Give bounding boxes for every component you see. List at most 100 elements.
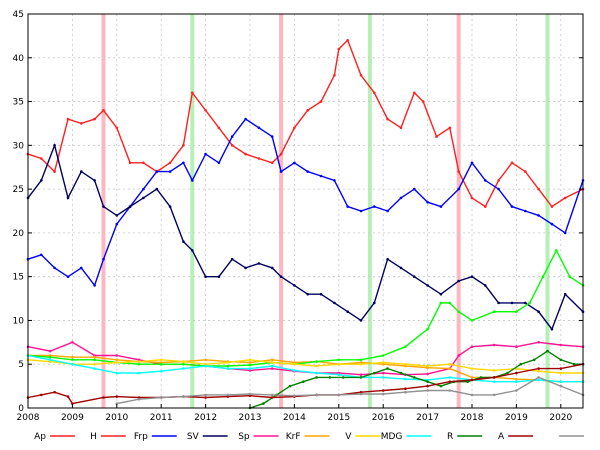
data-point bbox=[182, 144, 185, 147]
data-point bbox=[492, 343, 496, 347]
data-point bbox=[359, 392, 363, 396]
data-point bbox=[359, 373, 363, 377]
data-point bbox=[279, 275, 283, 279]
data-point bbox=[80, 122, 83, 125]
data-point bbox=[524, 209, 527, 213]
data-point bbox=[80, 170, 83, 173]
data-point bbox=[404, 377, 407, 381]
data-point bbox=[341, 376, 345, 379]
series-line-other bbox=[116, 376, 584, 405]
data-point bbox=[399, 371, 403, 375]
election-bands bbox=[101, 14, 550, 408]
data-point bbox=[93, 284, 96, 287]
data-point bbox=[413, 376, 416, 379]
data-point bbox=[413, 275, 416, 279]
data-point bbox=[137, 360, 141, 363]
data-point bbox=[48, 355, 52, 359]
data-point bbox=[381, 376, 385, 379]
data-point bbox=[53, 266, 56, 270]
data-point bbox=[270, 161, 274, 165]
data-point bbox=[137, 397, 141, 401]
data-point bbox=[48, 349, 52, 353]
data-point bbox=[71, 355, 74, 359]
data-point bbox=[40, 157, 43, 160]
data-point bbox=[563, 196, 567, 200]
data-point bbox=[426, 372, 429, 376]
data-point bbox=[359, 376, 363, 379]
data-point bbox=[257, 126, 261, 130]
data-point bbox=[168, 161, 172, 165]
data-point bbox=[359, 209, 363, 213]
data-point bbox=[421, 100, 425, 103]
data-point bbox=[40, 393, 43, 397]
legend-label: A bbox=[498, 432, 505, 442]
data-point bbox=[137, 358, 141, 362]
y-tick-label: 20 bbox=[13, 229, 25, 239]
data-point bbox=[293, 362, 296, 366]
y-tick-label: 5 bbox=[18, 360, 24, 370]
data-point bbox=[230, 257, 234, 261]
data-point bbox=[204, 275, 207, 279]
data-point bbox=[53, 144, 56, 147]
x-tick-label: 2009 bbox=[61, 413, 84, 423]
data-point bbox=[306, 170, 310, 173]
data-point bbox=[537, 378, 540, 382]
data-point bbox=[381, 392, 385, 396]
x-tick-label: 2008 bbox=[17, 413, 40, 423]
data-point bbox=[270, 393, 274, 397]
data-point bbox=[270, 367, 274, 370]
data-point bbox=[532, 358, 536, 362]
data-point bbox=[470, 345, 474, 349]
data-point bbox=[226, 364, 230, 368]
x-tick-label: 2015 bbox=[327, 413, 350, 423]
legend-label: Ap bbox=[34, 432, 46, 442]
data-point bbox=[506, 371, 509, 375]
data-point bbox=[270, 135, 274, 138]
data-point bbox=[426, 284, 429, 287]
data-point bbox=[306, 109, 310, 112]
data-point bbox=[71, 362, 74, 366]
data-point bbox=[537, 376, 540, 379]
data-point bbox=[66, 395, 70, 398]
data-point bbox=[386, 117, 389, 121]
data-point bbox=[426, 364, 429, 368]
y-tick-label: 40 bbox=[13, 54, 25, 64]
data-point bbox=[413, 91, 416, 95]
data-point bbox=[159, 362, 163, 366]
data-point bbox=[470, 161, 474, 165]
legend-label: Sp bbox=[238, 432, 250, 442]
y-tick-label: 35 bbox=[13, 98, 24, 108]
data-point bbox=[386, 367, 389, 370]
data-point bbox=[470, 376, 474, 379]
data-point bbox=[93, 358, 96, 362]
series-group bbox=[26, 39, 585, 410]
data-point bbox=[404, 362, 407, 366]
y-tick-label: 10 bbox=[13, 316, 25, 326]
data-point bbox=[182, 161, 185, 165]
data-point bbox=[563, 292, 567, 296]
data-point bbox=[217, 275, 221, 279]
data-point bbox=[337, 393, 341, 397]
data-point bbox=[142, 187, 145, 191]
data-point bbox=[572, 362, 576, 366]
data-point bbox=[404, 387, 407, 391]
data-point bbox=[559, 371, 563, 375]
data-point bbox=[328, 376, 332, 379]
data-point bbox=[492, 310, 496, 314]
data-point bbox=[102, 205, 105, 208]
data-point bbox=[315, 371, 318, 375]
data-point bbox=[448, 301, 452, 305]
data-point bbox=[182, 367, 185, 370]
data-point bbox=[270, 364, 274, 368]
data-point bbox=[359, 390, 363, 394]
legend-label: Frp bbox=[134, 432, 148, 442]
data-point bbox=[270, 358, 274, 362]
data-point bbox=[550, 205, 554, 208]
data-point bbox=[128, 205, 132, 208]
data-point bbox=[519, 362, 523, 366]
data-point bbox=[115, 358, 119, 362]
data-point bbox=[204, 358, 207, 362]
data-point bbox=[191, 249, 194, 252]
data-point bbox=[137, 371, 141, 375]
data-point bbox=[248, 361, 252, 364]
